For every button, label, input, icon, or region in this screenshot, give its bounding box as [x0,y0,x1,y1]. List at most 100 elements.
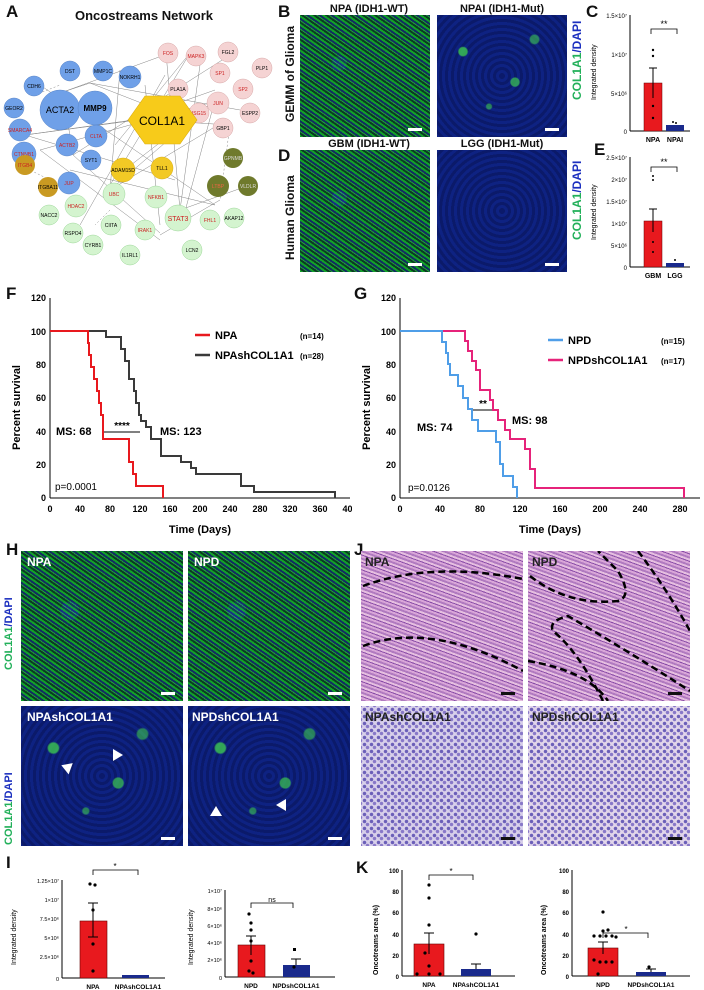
histology-j-npashcol1a1: NPAshCOL1A1 [361,706,523,846]
svg-text:80: 80 [386,360,396,370]
svg-text:120: 120 [132,504,147,514]
svg-text:FGL2: FGL2 [222,50,235,56]
image-title-npai-idh1mut: NPAI (IDH1-Mut) [459,3,545,15]
panel-letter-e: E [594,140,606,159]
svg-text:NPA: NPA [86,984,100,990]
bar-chart-c: Integrated density 1.5×10⁷ 1×10⁷ 5×10⁶ 0… [591,13,690,144]
image-title-gbm: GBM (IDH1-WT) [328,138,410,150]
panel-letter-c: C [586,2,599,21]
svg-text:1.25×10⁷: 1.25×10⁷ [37,878,59,885]
svg-text:CTNNB1: CTNNB1 [14,152,34,158]
svg-text:NPDshCOL1A1: NPDshCOL1A1 [568,355,647,367]
panel-letter-k: K [356,858,369,877]
bar-chart-k-right: Oncotreams area (%) 100 80 60 40 20 0 * NPD… [541,869,690,989]
svg-text:NOKRH1: NOKRH1 [120,75,141,81]
svg-text:CLTA: CLTA [90,134,103,140]
svg-text:60: 60 [36,393,46,403]
svg-text:**: ** [660,19,668,29]
svg-text:NPD: NPD [596,982,610,989]
svg-text:Time (Days): Time (Days) [169,524,231,536]
svg-text:SP1: SP1 [215,71,225,77]
svg-text:NPA: NPA [422,982,436,989]
svg-text:160: 160 [552,504,567,514]
histology-j-npd: NPD [528,551,690,701]
micrograph-gbm [300,150,430,272]
svg-text:320: 320 [282,504,297,514]
svg-text:40: 40 [562,933,569,939]
svg-text:(n=15): (n=15) [661,337,685,346]
bar-chart-i-left: Integrated density 1.25×10⁷ 1×10⁷ 7.5×10⁶… [11,862,165,990]
svg-text:40: 40 [36,427,46,437]
panel-letter-b: B [278,2,291,21]
svg-text:0: 0 [566,975,570,981]
svg-text:60: 60 [562,911,569,917]
bar-chart-i-right: Integrated density 1×10⁷ 8×10⁶ 6×10⁶ 4×10⁶… [188,888,335,990]
micrograph-npa-idh1wt [300,15,430,137]
svg-text:240: 240 [632,504,647,514]
svg-text:SYT1: SYT1 [85,158,98,164]
svg-text:SP2: SP2 [238,87,248,93]
svg-text:CIITA: CIITA [105,223,118,229]
panel-letter-i: I [6,853,11,872]
node-group-orange: ITGB4 ITGBA11 [15,155,58,197]
svg-text:0: 0 [219,976,222,982]
svg-text:Integrated density: Integrated density [11,909,18,965]
svg-text:8×10⁶: 8×10⁶ [207,906,222,913]
svg-text:CYRB1: CYRB1 [85,243,102,249]
svg-text:5×10⁶: 5×10⁶ [44,935,59,942]
svg-text:****: **** [114,421,130,432]
svg-text:80: 80 [562,890,569,896]
micrograph-h-npashcol1a1: NPAshCOL1A1 [21,706,183,846]
svg-text:NPAshCOL1A1: NPAshCOL1A1 [115,984,162,990]
svg-text:200: 200 [192,504,207,514]
svg-text:40: 40 [392,933,399,939]
micrograph-h-npa: NPA [21,551,183,701]
svg-text:1.5×10⁷: 1.5×10⁷ [606,13,627,20]
svg-text:400: 400 [342,504,352,514]
svg-text:40: 40 [386,427,396,437]
panel-letter-j: J [354,540,364,559]
micrograph-npai-idh1mut [437,15,567,137]
svg-text:HDAC2: HDAC2 [68,204,85,210]
svg-text:ESPP2: ESPP2 [242,111,258,117]
svg-text:NPD: NPD [244,983,258,990]
stain-label-h-bottom: COL1A1/DAPI [3,772,15,845]
svg-text:DST: DST [65,69,75,75]
svg-text:FHL1: FHL1 [204,218,216,224]
svg-text:100: 100 [381,327,396,337]
svg-text:CDH6: CDH6 [27,84,41,90]
svg-text:NPDshCOL1A1: NPDshCOL1A1 [628,982,675,989]
svg-text:240: 240 [222,504,237,514]
svg-text:5×10⁶: 5×10⁶ [611,243,628,250]
svg-text:100: 100 [389,869,400,875]
histology-j-npa: NPA [361,551,523,701]
svg-text:ACTA2: ACTA2 [46,105,74,115]
panel-letter-a: A [6,2,19,21]
svg-text:0: 0 [396,975,400,981]
svg-text:JUN: JUN [213,101,223,107]
row-label-gemm: GEMM of Glioma [283,26,297,122]
svg-text:0: 0 [391,493,396,503]
svg-text:LGG: LGG [667,273,683,280]
svg-text:MS: 123: MS: 123 [160,426,202,438]
survival-chart-g: Percent survival Time (Days) 0 20 40 60 … [361,293,700,536]
svg-text:NFKB1: NFKB1 [148,195,164,201]
svg-text:80: 80 [36,360,46,370]
svg-text:NPA: NPA [215,330,237,342]
arrowhead-icon [59,759,73,775]
svg-text:IRAK1: IRAK1 [138,228,153,234]
svg-text:NPDshCOL1A1: NPDshCOL1A1 [273,983,320,990]
svg-text:0: 0 [47,504,52,514]
svg-text:1.5×10⁷: 1.5×10⁷ [606,199,627,206]
svg-text:RSPO4: RSPO4 [65,231,82,237]
svg-text:UBC: UBC [109,192,120,198]
svg-text:MS: 74: MS: 74 [417,422,453,434]
svg-text:0: 0 [56,977,59,983]
stain-label-h-top: COL1A1/DAPI [3,597,15,670]
svg-text:1×10⁷: 1×10⁷ [45,897,59,904]
network-diagram: CDH6 DST MMP1C NOKRH1 GEOR2 ACTA2 MMP9 S… [3,41,273,266]
bar-chart-k-left: Oncotreams area (%) 100 80 60 40 20 0 * NPA… [373,867,515,989]
svg-text:20: 20 [386,460,396,470]
network-title: Oncostreams Network [75,8,213,23]
svg-text:MMP1C: MMP1C [94,69,112,75]
